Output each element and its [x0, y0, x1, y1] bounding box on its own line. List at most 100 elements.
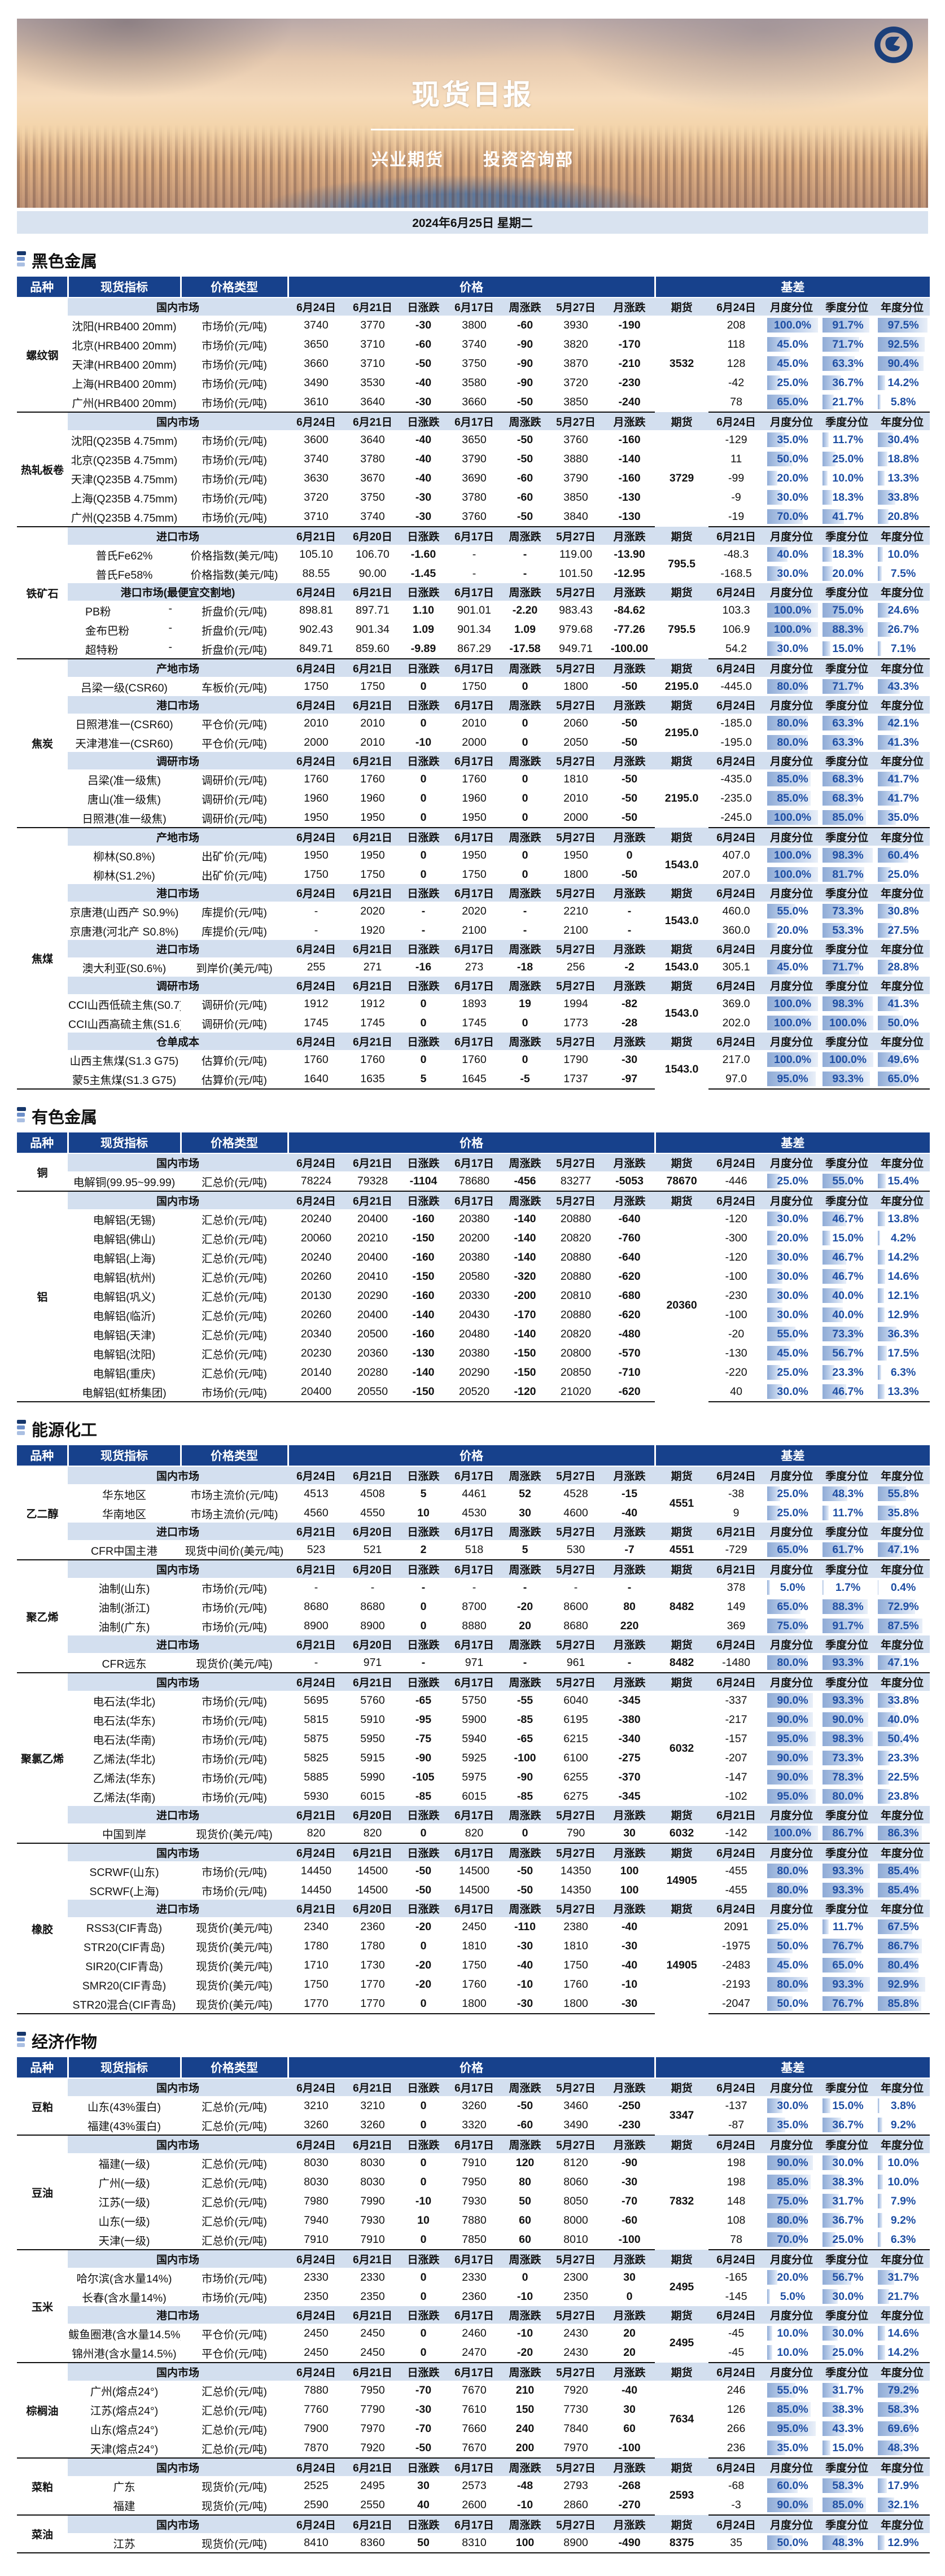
monthly-percentile: 30.0%: [764, 1267, 819, 1286]
yearly-pct-col-header: 年度分位: [874, 884, 930, 902]
basis-value: 11: [708, 449, 764, 469]
change-value: 210: [502, 2381, 548, 2400]
date-col-header: 6月24日: [288, 2363, 344, 2381]
yearly-percentile: 12.1%: [874, 1286, 930, 1305]
yearly-pct-col-header: 年度分位: [874, 1806, 930, 1823]
basis-value: 108: [708, 2211, 764, 2230]
date-col-header: 6月24日: [288, 2250, 344, 2268]
date-col-header: 月涨跌: [604, 1523, 655, 1540]
yearly-percentile: 35.8%: [874, 1503, 930, 1523]
col-header-price-type: 价格类型: [181, 1445, 288, 1466]
basis-value: 407.0: [708, 846, 764, 865]
col-header-price-group: 价格: [288, 1445, 655, 1466]
date-col-header: 日涨跌: [401, 1033, 446, 1050]
price-value: 3640: [344, 392, 401, 412]
quarterly-percentile: 63.3%: [819, 354, 874, 373]
price-value: 2470: [446, 2343, 502, 2363]
price-value: 3760: [446, 507, 502, 527]
date-col-header: 日涨跌: [401, 2363, 446, 2381]
basis-date-col-header: 6月24日: [708, 1673, 764, 1691]
monthly-percentile: 45.0%: [764, 1344, 819, 1363]
yearly-percentile: 30.8%: [874, 902, 930, 921]
monthly-percentile: 25.0%: [764, 1171, 819, 1191]
change-value: -77.26: [604, 620, 655, 639]
change-value: -: [502, 564, 548, 583]
monthly-percentile: 50.0%: [764, 2533, 819, 2553]
futures-col-header: 期货: [655, 1673, 708, 1691]
price-type-cell: 汇总价(元/吨): [181, 1248, 288, 1267]
change-value: -50: [604, 733, 655, 752]
change-value: -130: [604, 488, 655, 507]
price-value: 3880: [548, 449, 604, 469]
date-col-header: 月涨跌: [604, 583, 655, 601]
variety-label: 聚乙烯: [17, 1560, 68, 1673]
monthly-percentile: 50.0%: [764, 1936, 819, 1956]
date-col-header: 6月24日: [288, 884, 344, 902]
indicator-cell: 山东(熔点24°): [68, 2419, 181, 2438]
price-value: 1950: [344, 808, 401, 828]
price-value: 6255: [548, 1768, 604, 1787]
date-col-header: 6月21日: [344, 1843, 401, 1861]
indicator-cell: PB粉-: [68, 601, 181, 620]
price-value: 8310: [446, 2533, 502, 2553]
change-value: -160: [401, 1324, 446, 1344]
basis-value: 305.1: [708, 957, 764, 977]
price-value: 3740: [288, 316, 344, 335]
price-value: 90.00: [344, 564, 401, 583]
price-value: 83277: [548, 1171, 604, 1191]
date-col-header: 6月17日: [446, 2363, 502, 2381]
monthly-pct-col-header: 月度分位: [764, 2458, 819, 2476]
price-value: 5930: [288, 1787, 344, 1806]
price-value: 7870: [288, 2438, 344, 2458]
quarterly-pct-col-header: 季度分位: [819, 2515, 874, 2533]
price-value: 2000: [548, 808, 604, 828]
date-col-header: 日涨跌: [401, 752, 446, 769]
price-value: 8680: [344, 1597, 401, 1616]
monthly-percentile: 100.0%: [764, 1013, 819, 1033]
date-col-header: 6月17日: [446, 583, 502, 601]
price-value: 119.00: [548, 545, 604, 564]
date-col-header: 5月27日: [548, 1843, 604, 1861]
price-value: 3770: [344, 316, 401, 335]
price-value: 1810: [446, 1936, 502, 1956]
price-type-cell: 平仓价(元/吨): [181, 2343, 288, 2363]
price-value: 2495: [344, 2476, 401, 2495]
price-value: 2600: [446, 2495, 502, 2515]
date-col-header: 月涨跌: [604, 1900, 655, 1917]
price-value: 7990: [344, 2192, 401, 2211]
price-value: 1950: [446, 846, 502, 865]
quarterly-percentile: 93.3%: [819, 1069, 874, 1089]
monthly-percentile: 90.0%: [764, 2153, 819, 2172]
basis-value: -45: [708, 2343, 764, 2363]
date-col-header: 6月21日: [344, 412, 401, 430]
change-value: 30: [401, 2476, 446, 2495]
section-bullet-icon: [17, 2031, 32, 2050]
variety-label: 玉米: [17, 2250, 68, 2363]
change-value: 0: [401, 1994, 446, 2014]
date-col-header: 周涨跌: [502, 2135, 548, 2153]
price-value: 8120: [548, 2153, 604, 2172]
basis-value: -42: [708, 373, 764, 392]
change-value: -50: [604, 769, 655, 789]
change-value: -90: [502, 354, 548, 373]
price-value: 1800: [548, 1994, 604, 2014]
basis-value: 118: [708, 335, 764, 354]
basis-value: -455: [708, 1861, 764, 1880]
change-value: 20: [604, 2324, 655, 2343]
price-value: 1810: [548, 1936, 604, 1956]
change-value: -: [401, 902, 446, 921]
futures-value: 6032: [655, 1691, 708, 1806]
quarterly-pct-col-header: 季度分位: [819, 1523, 874, 1540]
col-header-indicator: 现货指标: [68, 1445, 181, 1466]
